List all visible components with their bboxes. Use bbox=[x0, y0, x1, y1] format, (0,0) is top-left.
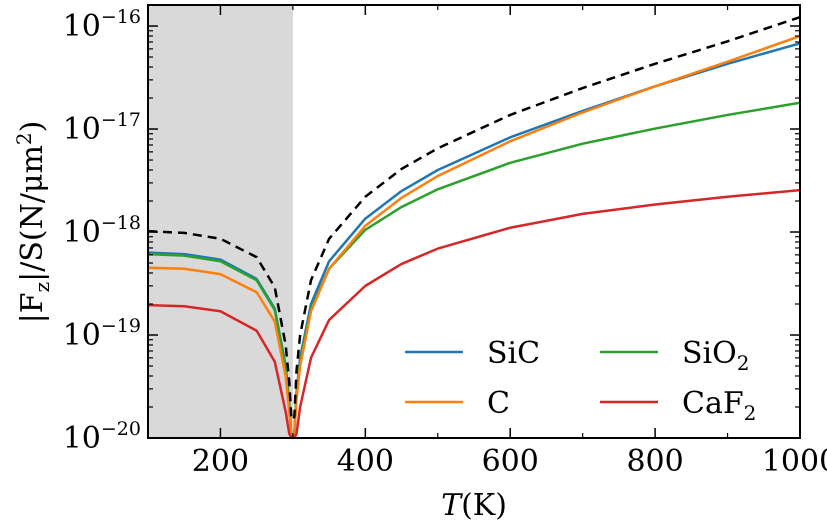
y-tick-label: 10−20 bbox=[63, 418, 141, 456]
y-axis-title-sup: 2 bbox=[12, 132, 36, 145]
y-tick-label: 10−19 bbox=[63, 315, 141, 353]
y-axis-title-end: ) bbox=[15, 121, 50, 133]
x-axis-title: T(K) bbox=[441, 488, 507, 523]
y-axis-title-mid: |/S(N/μm bbox=[15, 145, 50, 282]
y-axis-title-sub: z bbox=[30, 282, 54, 293]
series-line-caf2 bbox=[148, 188, 800, 438]
y-axis-title: |Fz|/S(N/μm2) bbox=[12, 121, 54, 324]
ticks-layer: 200 400 600 800 1000 10−20 10−19 10−18 10−17 10−1… bbox=[63, 5, 827, 479]
x-axis-title-main: T bbox=[441, 488, 463, 523]
legend-label-c: C bbox=[487, 386, 510, 421]
y-tick-label: 10−16 bbox=[63, 6, 141, 44]
x-tick-label: 600 bbox=[482, 444, 539, 479]
y-axis-title-main: |F bbox=[15, 292, 50, 323]
shaded-region bbox=[148, 5, 293, 438]
series-line-dashed-4 bbox=[148, 15, 800, 422]
legend-label-sio2: SiO2 bbox=[682, 336, 749, 375]
y-tick-label: 10−18 bbox=[63, 212, 141, 250]
plot-frame bbox=[147, 4, 801, 439]
x-tick-label: 800 bbox=[626, 444, 683, 479]
series-layer bbox=[148, 15, 800, 438]
legend-label-sic: SiC bbox=[487, 336, 540, 371]
x-axis-title-unit: (K) bbox=[461, 488, 507, 523]
x-tick-label: 400 bbox=[337, 444, 394, 479]
x-tick-label: 1000 bbox=[762, 444, 827, 479]
legend-label-caf2: CaF2 bbox=[682, 386, 756, 425]
x-tick-label: 200 bbox=[192, 444, 249, 479]
legend: SiC SiO2 C CaF2 bbox=[405, 336, 756, 425]
series-line-c bbox=[148, 34, 800, 438]
y-tick-label: 10−17 bbox=[63, 109, 141, 147]
